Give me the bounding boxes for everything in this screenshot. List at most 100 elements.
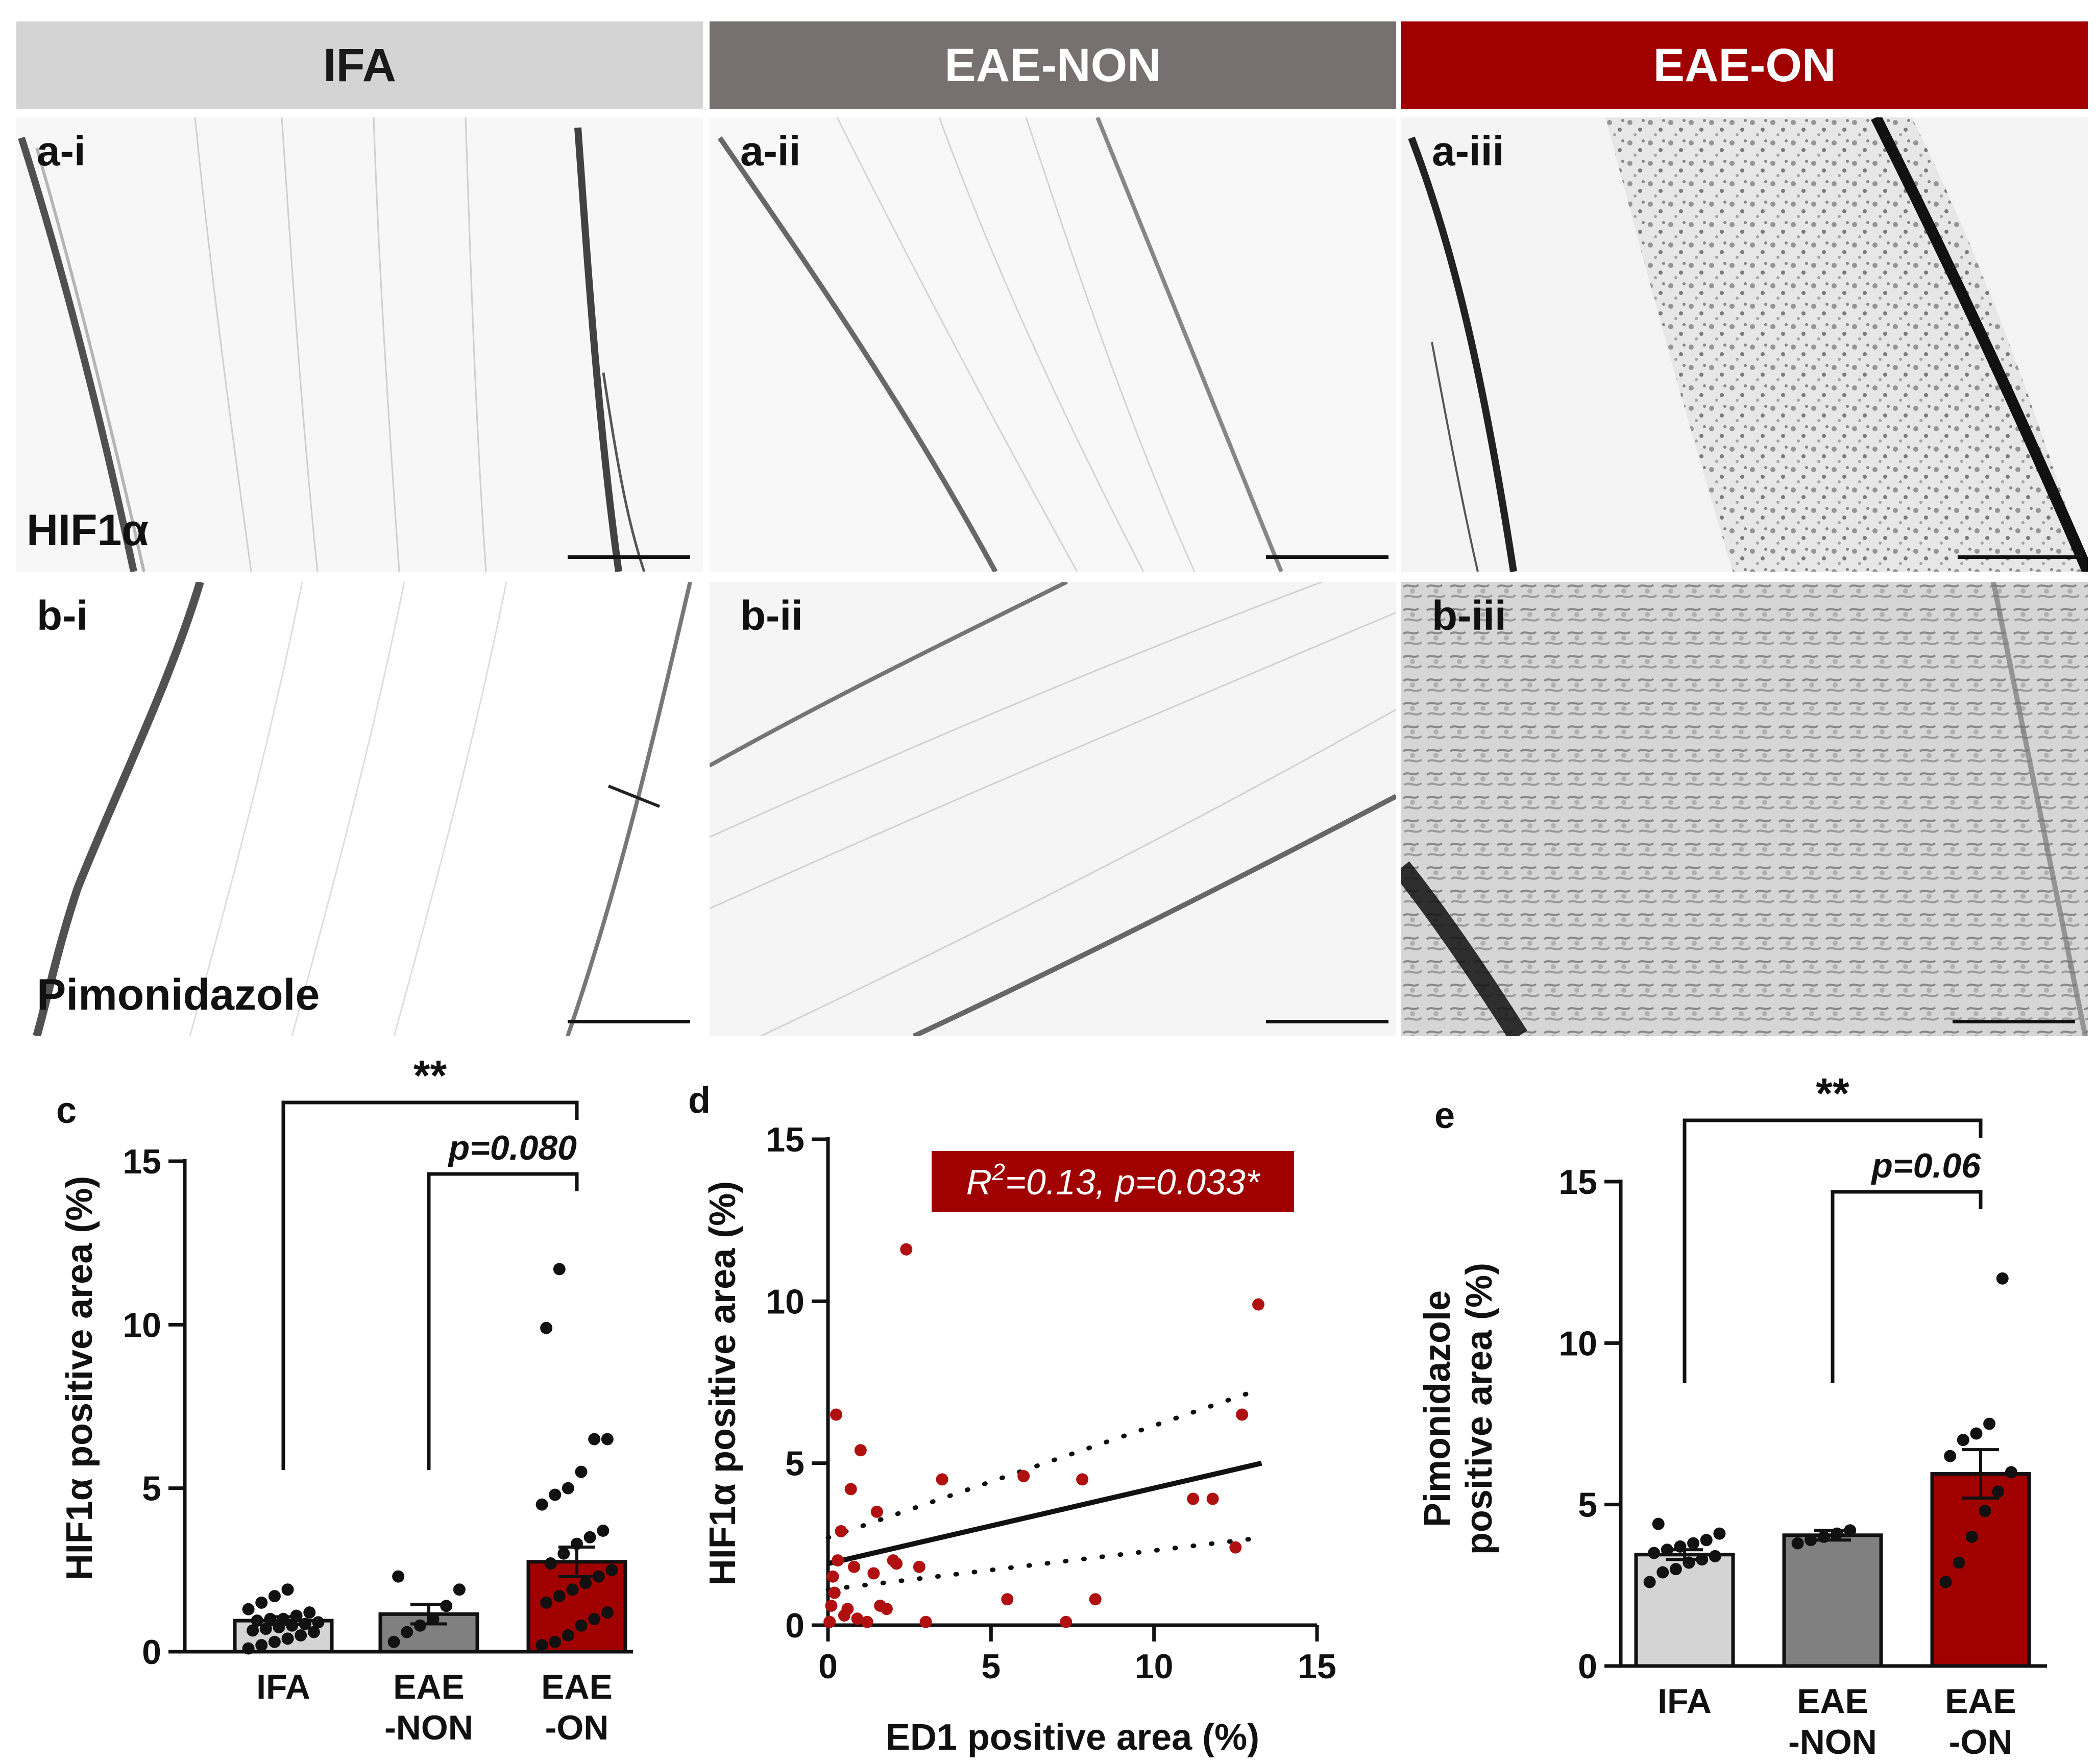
bar-eae-non (1782, 1533, 1883, 1668)
scatter-point (1236, 1408, 1249, 1421)
panel-label-a-iii: a-iii (1432, 128, 1504, 175)
scatter-point (1001, 1593, 1014, 1606)
data-point (1944, 1450, 1957, 1462)
data-point (307, 1626, 320, 1638)
category-label-ifa: IFA (256, 1668, 310, 1706)
significance-stars: ** (1816, 1069, 1849, 1117)
category-label-eae-on: EAE (1945, 1682, 2016, 1721)
data-point (1791, 1537, 1804, 1550)
significance-bracket (281, 1100, 579, 1470)
scatter-point (861, 1615, 873, 1628)
scatter-point (867, 1567, 880, 1580)
data-point (1643, 1576, 1656, 1588)
significance-bracket (427, 1172, 579, 1470)
scale-bar (568, 1020, 690, 1023)
data-point (557, 1547, 570, 1560)
x-tick-label: 5 (981, 1647, 1001, 1686)
scatter-point (1017, 1470, 1030, 1483)
scale-bar (568, 555, 690, 559)
significance-bracket (1683, 1118, 1983, 1383)
category-label-eae-on: -ON (545, 1708, 609, 1747)
data-point (1996, 1272, 2009, 1285)
y-tick-label: 5 (785, 1444, 805, 1483)
confidence-band-upper (825, 1386, 1264, 1540)
scatter-point (828, 1586, 841, 1599)
data-point (1965, 1530, 1978, 1543)
panel-label-b-i: b-i (37, 593, 88, 639)
data-point (1957, 1434, 1969, 1447)
data-point (413, 1619, 426, 1632)
x-axis-label: ED1 positive area (%) (886, 1717, 1259, 1758)
data-point (242, 1642, 255, 1655)
scatter-point (880, 1603, 893, 1615)
scatter-point (1089, 1593, 1102, 1606)
data-point (303, 1606, 316, 1619)
y-axis-label: Pimonidazole (1417, 1290, 1458, 1527)
data-point (549, 1635, 562, 1648)
x-tick-label: 15 (1298, 1647, 1336, 1686)
data-point (1992, 1485, 2005, 1498)
data-point (566, 1583, 579, 1596)
scatter-point (830, 1408, 842, 1421)
panel-label-a-ii: a-ii (740, 128, 801, 175)
significance-stars: ** (413, 1051, 447, 1099)
scatter-point (832, 1554, 844, 1567)
data-point (579, 1577, 592, 1589)
data-point (392, 1570, 405, 1583)
y-tick-label: 0 (1578, 1647, 1597, 1686)
micrograph-b-iii: b-iii (1401, 582, 2088, 1036)
y-tick-label: 10 (766, 1282, 805, 1321)
scatter-point (823, 1615, 836, 1628)
data-point (247, 1624, 259, 1637)
data-point (583, 1531, 596, 1544)
micrograph-b-i: b-i Pimonidazole (16, 582, 703, 1036)
data-point (1979, 1505, 1991, 1517)
data-point (553, 1263, 566, 1276)
stats-annotation: R2=0.13, p=0.033* (966, 1159, 1261, 1202)
data-point (553, 1590, 566, 1603)
category-label-eae-on: -ON (1949, 1723, 2013, 1761)
x-tick-label: 0 (818, 1647, 838, 1686)
panel-letter-e: e (1434, 1095, 1455, 1136)
data-point (592, 1570, 605, 1583)
data-point (588, 1612, 601, 1625)
panel-letter-d: d (688, 1080, 711, 1121)
scatter-point (844, 1483, 857, 1496)
y-tick-label: 10 (123, 1306, 161, 1344)
stats-annotation-box (932, 1151, 1294, 1212)
category-label-eae-non: -NON (1788, 1723, 1877, 1761)
y-tick-label: 5 (1578, 1486, 1597, 1525)
data-point (562, 1629, 574, 1641)
data-point (1687, 1537, 1700, 1550)
scatter-point (826, 1570, 839, 1583)
data-point (255, 1596, 268, 1609)
scatter-point (1060, 1615, 1073, 1628)
column-header-eae-on: EAE-ON (1401, 21, 2088, 109)
y-tick-label: 15 (1558, 1163, 1597, 1202)
data-point (1709, 1550, 1721, 1562)
significance-bracket (1831, 1190, 1983, 1383)
data-point (549, 1488, 562, 1501)
scatter-point (919, 1615, 932, 1628)
confidence-band-lower (825, 1535, 1264, 1592)
category-label-eae-non: EAE (1797, 1682, 1868, 1721)
data-point (242, 1603, 255, 1615)
data-point (281, 1583, 294, 1596)
data-point (1656, 1566, 1669, 1579)
data-point (268, 1635, 281, 1648)
y-axis-label: positive area (%) (1459, 1263, 1500, 1555)
panel-label-b-ii: b-ii (740, 593, 803, 639)
scatter-point (851, 1612, 864, 1625)
column-header-eae-non: EAE-NON (710, 21, 1396, 109)
marker-label-hif1a: HIF1α (27, 506, 149, 555)
scale-bar (1958, 555, 2080, 559)
data-point (575, 1619, 588, 1632)
bar-ifa (1634, 1553, 1735, 1668)
y-axis-label: HIF1α positive area (%) (702, 1181, 743, 1586)
scatter-point (854, 1444, 867, 1457)
data-point (540, 1596, 553, 1609)
scale-bar (1266, 1020, 1388, 1023)
panel-label-a-i: a-i (37, 128, 86, 175)
scatter-point (1206, 1492, 1219, 1505)
